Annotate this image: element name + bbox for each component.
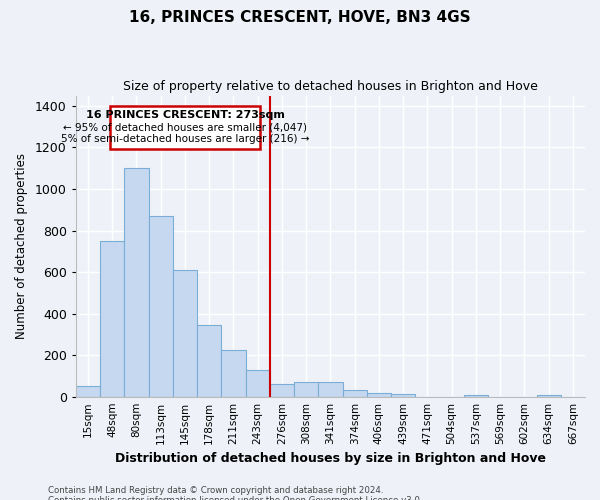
Text: Contains public sector information licensed under the Open Government Licence v3: Contains public sector information licen…	[48, 496, 422, 500]
Bar	[343, 390, 367, 396]
Text: ← 95% of detached houses are smaller (4,047): ← 95% of detached houses are smaller (4,…	[63, 122, 307, 132]
Bar	[245, 370, 270, 396]
Text: 16 PRINCES CRESCENT: 273sqm: 16 PRINCES CRESCENT: 273sqm	[86, 110, 284, 120]
Bar	[110, 106, 260, 148]
Bar	[221, 350, 245, 397]
Text: 5% of semi-detached houses are larger (216) →: 5% of semi-detached houses are larger (2…	[61, 134, 309, 144]
Bar	[270, 384, 294, 396]
Bar	[367, 392, 391, 396]
Bar	[464, 394, 488, 396]
Bar	[76, 386, 100, 396]
Bar	[536, 394, 561, 396]
Bar	[319, 382, 343, 396]
Text: 16, PRINCES CRESCENT, HOVE, BN3 4GS: 16, PRINCES CRESCENT, HOVE, BN3 4GS	[129, 10, 471, 25]
Bar	[124, 168, 149, 396]
Bar	[294, 382, 319, 396]
Y-axis label: Number of detached properties: Number of detached properties	[15, 153, 28, 339]
X-axis label: Distribution of detached houses by size in Brighton and Hove: Distribution of detached houses by size …	[115, 452, 546, 465]
Title: Size of property relative to detached houses in Brighton and Hove: Size of property relative to detached ho…	[123, 80, 538, 93]
Bar	[197, 325, 221, 396]
Bar	[149, 216, 173, 396]
Bar	[391, 394, 415, 396]
Bar	[173, 270, 197, 396]
Bar	[100, 241, 124, 396]
Text: Contains HM Land Registry data © Crown copyright and database right 2024.: Contains HM Land Registry data © Crown c…	[48, 486, 383, 495]
